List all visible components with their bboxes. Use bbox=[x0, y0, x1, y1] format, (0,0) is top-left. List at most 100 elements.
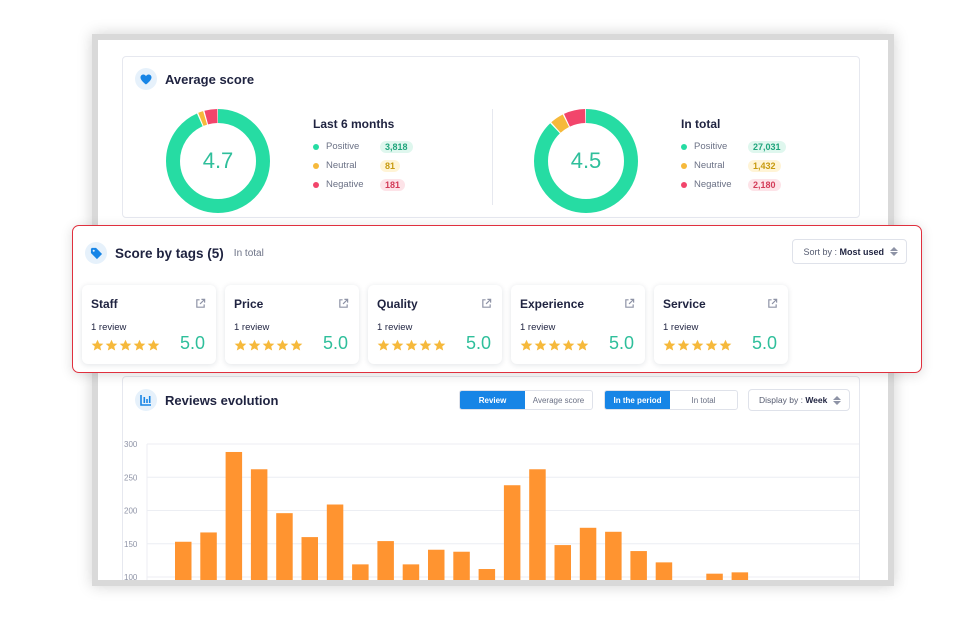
star-icon bbox=[391, 339, 404, 351]
bar[interactable] bbox=[175, 541, 192, 580]
tag-card-quality[interactable]: Quality 1 review 5.0 bbox=[368, 285, 502, 364]
tag-review-count: 1 review bbox=[234, 322, 270, 333]
tag-icon bbox=[85, 242, 107, 264]
tag-review-count: 1 review bbox=[663, 322, 699, 333]
donut-last-6-months: 4.7 bbox=[163, 106, 273, 216]
bar[interactable] bbox=[453, 551, 470, 580]
star-icon bbox=[147, 339, 160, 351]
tag-card-staff[interactable]: Staff 1 review 5.0 bbox=[82, 285, 216, 364]
positive-dot bbox=[313, 143, 319, 150]
tag-name: Service bbox=[663, 297, 706, 311]
bar[interactable] bbox=[579, 527, 597, 580]
bar[interactable] bbox=[225, 451, 243, 580]
bar[interactable] bbox=[706, 573, 723, 580]
star-rating bbox=[234, 339, 303, 351]
toggle-review[interactable]: Review bbox=[460, 391, 526, 409]
star-icon bbox=[234, 339, 247, 351]
bar[interactable] bbox=[276, 513, 293, 580]
stat-row-neutral: Neutral 81 bbox=[313, 156, 413, 175]
star-icon bbox=[119, 339, 132, 351]
score-by-tags-panel: Score by tags (5) In total Sort by : Mos… bbox=[72, 225, 922, 373]
toggle-in-total[interactable]: In total bbox=[691, 395, 716, 405]
score-by-tags-title: Score by tags (5) bbox=[115, 245, 224, 261]
tag-name: Quality bbox=[377, 297, 418, 311]
star-icon bbox=[405, 339, 418, 351]
external-link-icon[interactable] bbox=[624, 296, 635, 314]
tag-card-experience[interactable]: Experience 1 review 5.0 bbox=[511, 285, 645, 364]
negative-dot bbox=[313, 181, 319, 188]
reviews-evolution-header: Reviews evolution bbox=[135, 389, 278, 411]
external-link-icon[interactable] bbox=[338, 296, 349, 314]
bar[interactable] bbox=[301, 537, 319, 580]
bar[interactable] bbox=[503, 485, 521, 580]
average-score-title: Average score bbox=[165, 71, 255, 87]
bar[interactable] bbox=[200, 532, 217, 580]
tag-card-service[interactable]: Service 1 review 5.0 bbox=[654, 285, 788, 364]
tag-review-count: 1 review bbox=[377, 322, 413, 333]
positive-segment bbox=[166, 109, 270, 213]
metric-toggle: Review Average score bbox=[459, 390, 593, 410]
tag-score: 5.0 bbox=[465, 333, 491, 353]
bar[interactable] bbox=[605, 531, 622, 580]
tag-name: Experience bbox=[520, 297, 585, 311]
bar[interactable] bbox=[428, 549, 445, 580]
tag-review-count: 1 review bbox=[520, 322, 556, 333]
bar[interactable] bbox=[377, 541, 394, 580]
external-link-icon[interactable] bbox=[481, 296, 492, 314]
external-link-icon[interactable] bbox=[195, 296, 206, 314]
negative-count-badge: 2,180 bbox=[748, 178, 781, 191]
bar[interactable] bbox=[529, 469, 546, 580]
bar[interactable] bbox=[731, 572, 749, 580]
positive-count-badge: 3,818 bbox=[380, 140, 413, 153]
stat-label: Neutral bbox=[326, 160, 357, 171]
tag-score: 5.0 bbox=[608, 333, 634, 353]
score-last-6-months: 4.7 bbox=[202, 148, 234, 173]
stat-label: Positive bbox=[694, 141, 728, 152]
stats-last-6-months: Last 6 months Positive 3,818 Neutral 81 … bbox=[313, 117, 413, 194]
bar[interactable] bbox=[554, 545, 572, 580]
star-icon bbox=[91, 339, 104, 351]
neutral-count-badge: 81 bbox=[380, 159, 401, 172]
neutral-dot bbox=[313, 162, 319, 169]
bar[interactable] bbox=[402, 564, 420, 580]
sort-arrows-icon bbox=[890, 247, 898, 256]
neutral-count-badge: 1,432 bbox=[748, 159, 781, 172]
bar-chart-icon bbox=[135, 389, 157, 411]
stat-label: Negative bbox=[694, 179, 732, 190]
y-tick-label: 250 bbox=[124, 473, 138, 482]
star-icon bbox=[248, 339, 261, 351]
bar[interactable] bbox=[352, 564, 369, 580]
stats-heading: Last 6 months bbox=[313, 117, 395, 131]
bar[interactable] bbox=[655, 562, 673, 580]
sort-arrows-icon bbox=[833, 395, 842, 405]
stat-label: Neutral bbox=[694, 160, 725, 171]
sort-by-prefix: Sort by : bbox=[803, 246, 837, 257]
reviews-evolution-card: Reviews evolution Review Average score I… bbox=[122, 376, 860, 580]
star-icon bbox=[691, 339, 704, 351]
tag-score: 5.0 bbox=[751, 333, 777, 353]
star-icon bbox=[576, 339, 589, 351]
display-by-dropdown[interactable]: Display by : Week bbox=[748, 389, 851, 411]
star-icon bbox=[534, 339, 547, 351]
bar[interactable] bbox=[250, 469, 268, 580]
star-icon bbox=[419, 339, 432, 351]
star-icon bbox=[677, 339, 690, 351]
bar[interactable] bbox=[326, 504, 344, 580]
positive-count-badge: 27,031 bbox=[748, 140, 786, 153]
external-link-icon[interactable] bbox=[767, 296, 778, 314]
tag-review-count: 1 review bbox=[91, 322, 127, 333]
donut-in-total: 4.5 bbox=[531, 106, 641, 216]
toggle-in-the-period[interactable]: In the period bbox=[605, 391, 671, 409]
tag-card-price[interactable]: Price 1 review 5.0 bbox=[225, 285, 359, 364]
star-rating bbox=[520, 339, 589, 351]
sort-by-dropdown[interactable]: Sort by : Most used bbox=[792, 239, 907, 264]
stat-row-negative: Negative 2,180 bbox=[681, 175, 786, 194]
bar[interactable] bbox=[478, 569, 496, 580]
bar[interactable] bbox=[630, 551, 647, 580]
star-icon bbox=[548, 339, 561, 351]
toggle-average-score[interactable]: Average score bbox=[532, 395, 585, 405]
stat-row-positive: Positive 27,031 bbox=[681, 137, 786, 156]
star-icon bbox=[719, 339, 732, 351]
y-tick-label: 100 bbox=[124, 573, 138, 580]
score-in-total: 4.5 bbox=[570, 148, 602, 173]
